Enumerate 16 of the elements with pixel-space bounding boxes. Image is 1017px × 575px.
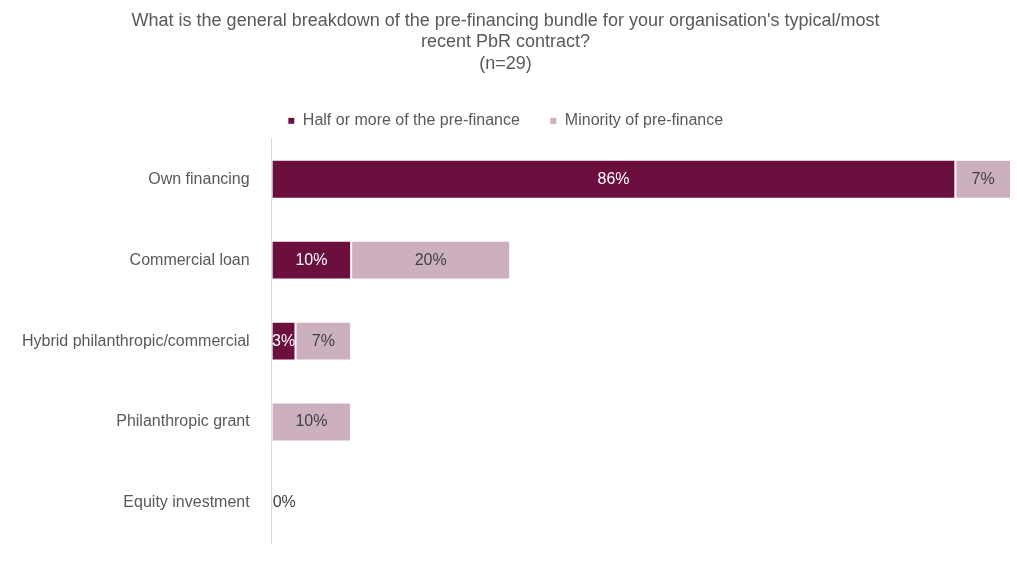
data-label: 86%	[597, 169, 630, 187]
legend-label: Minority of pre-finance	[564, 111, 724, 129]
chart-title: What is the general breakdown of the pre-financing bundle for your organisation's typical/most recent PbR contract?	[131, 9, 880, 52]
data-label: 7%	[971, 169, 995, 187]
y-tick-label: Hybrid philanthropic/commercial	[22, 331, 250, 349]
y-tick-label: Commercial loan	[129, 250, 250, 268]
y-tick-label: Philanthropic grant	[116, 412, 251, 430]
data-label: 20%	[414, 250, 447, 268]
data-label: 7%	[311, 331, 335, 349]
legend-label: Half or more of the pre-finance	[302, 111, 520, 129]
data-label: 10%	[295, 250, 328, 268]
data-label: 10%	[295, 412, 328, 430]
data-label: 0%	[272, 493, 296, 511]
y-tick-label: Equity investment	[123, 493, 251, 511]
y-tick-label: Own financing	[148, 169, 250, 187]
chart-subtitle: (n=29)	[479, 52, 532, 73]
